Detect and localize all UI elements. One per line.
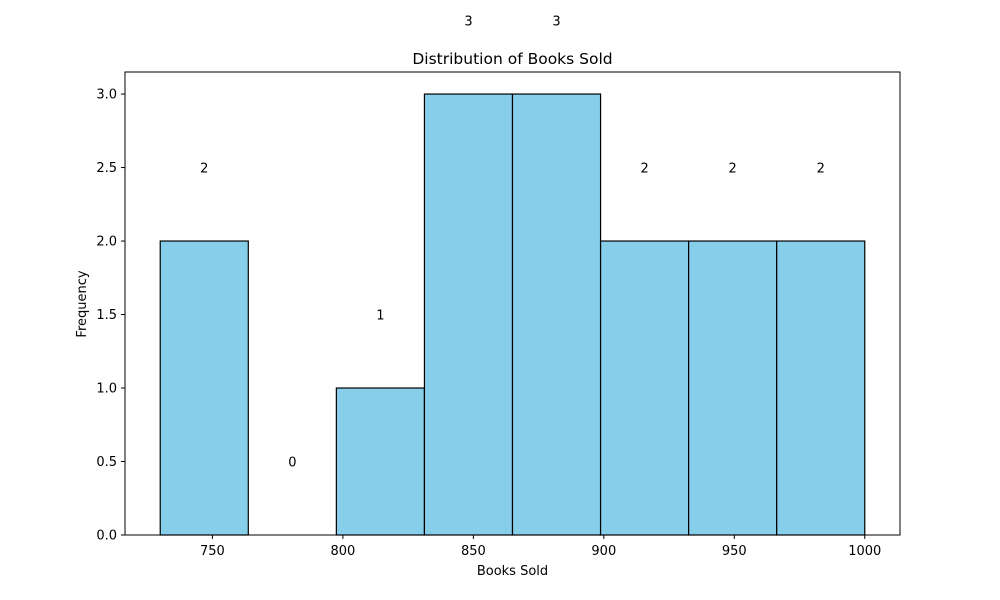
bar-value-label: 1 bbox=[376, 309, 384, 324]
bar-value-label: 0 bbox=[288, 456, 296, 471]
y-tick-label: 2.0 bbox=[96, 235, 117, 250]
y-tick-label: 0.5 bbox=[96, 455, 117, 470]
histogram-bar bbox=[423, 93, 514, 536]
bar-value-label: 3 bbox=[464, 15, 472, 30]
histogram-bar bbox=[159, 240, 249, 536]
x-tick-label: 800 bbox=[330, 544, 355, 559]
y-tick-label: 3.0 bbox=[96, 88, 117, 103]
x-axis: 750 800 850 900 950 1000 bbox=[200, 535, 881, 559]
histogram-bar bbox=[335, 387, 426, 536]
chart-title: Distribution of Books Sold bbox=[412, 50, 612, 68]
y-tick-label: 2.5 bbox=[96, 161, 117, 176]
bar-value-label: 2 bbox=[817, 162, 825, 177]
data-labels-group: 2 0 1 3 3 2 2 2 bbox=[200, 15, 825, 471]
histogram-bar bbox=[511, 93, 602, 536]
bar-value-label: 2 bbox=[200, 162, 208, 177]
histogram-bar bbox=[776, 240, 866, 536]
x-tick-label: 1000 bbox=[848, 544, 881, 559]
y-tick-label: 1.0 bbox=[96, 382, 117, 397]
bar-value-label: 2 bbox=[729, 162, 737, 177]
x-tick-label: 850 bbox=[461, 544, 486, 559]
x-tick-label: 900 bbox=[591, 544, 616, 559]
histogram-bar bbox=[599, 240, 690, 536]
y-tick-label: 0.0 bbox=[96, 529, 117, 544]
y-axis-label: Frequency bbox=[75, 270, 90, 337]
bar-value-label: 3 bbox=[552, 15, 560, 30]
y-tick-label: 1.5 bbox=[96, 308, 117, 323]
x-axis-label: Books Sold bbox=[477, 564, 548, 579]
histogram-bar bbox=[688, 240, 778, 536]
y-axis: 0.0 0.5 1.0 1.5 2.0 2.5 3.0 bbox=[96, 88, 125, 544]
bar-value-label: 2 bbox=[640, 162, 648, 177]
x-tick-label: 750 bbox=[200, 544, 225, 559]
x-tick-label: 950 bbox=[722, 544, 747, 559]
plot-frame bbox=[124, 71, 901, 536]
bars-group bbox=[159, 93, 866, 536]
